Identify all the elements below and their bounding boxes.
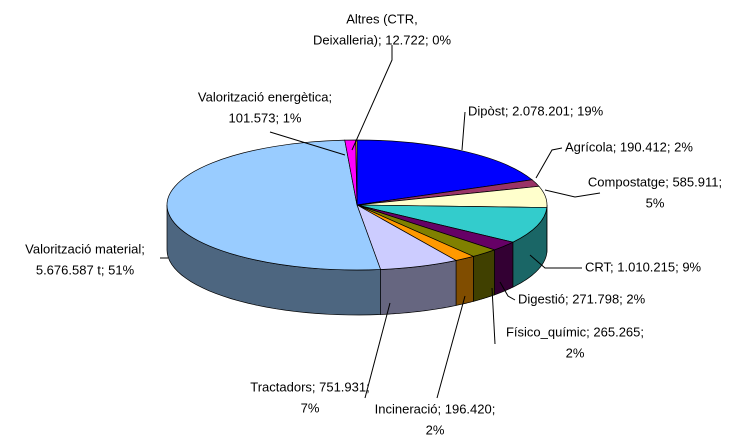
slice-side (473, 249, 495, 302)
data-label: 7% (301, 400, 320, 415)
slice (356, 139, 533, 206)
leader-line (529, 254, 582, 269)
data-label: Físico_químic; 265.265; (506, 324, 644, 339)
data-label: Altres (CTR, (346, 11, 418, 26)
leader-line (364, 302, 391, 399)
leader-line (269, 131, 346, 156)
data-label: Deixalleria); 12.722; 0% (313, 32, 451, 47)
data-label: 5% (646, 195, 665, 210)
data-label: Dipòst; 2.078.201; 19% (468, 103, 604, 118)
data-label: Compostatge; 585.911; (588, 174, 722, 189)
slice-side (494, 241, 514, 296)
leader-line (491, 287, 496, 345)
leader-line (461, 111, 466, 151)
leader-line (499, 281, 516, 301)
data-label: CRT; 1.010.215; 9% (585, 259, 702, 274)
data-label: 2% (566, 345, 585, 360)
slice (356, 204, 548, 243)
data-label: 2% (426, 422, 445, 436)
slice (166, 139, 382, 271)
data-label: Digestió; 271.798; 2% (518, 291, 646, 306)
data-label: 101.573; 1% (228, 110, 301, 125)
data-label: Agrícola; 190.412; 2% (565, 139, 693, 154)
data-label: 5.676.587 t; 51% (36, 262, 135, 277)
leader-line (436, 295, 466, 399)
leader-line (535, 147, 563, 179)
data-label: Incineració; 196.420; (375, 401, 496, 416)
leader-line (544, 189, 601, 198)
data-label: Valorització material; (25, 241, 145, 256)
data-label: Tractadors; 751.931; (250, 379, 369, 394)
data-label: Valorització energètica; (198, 89, 332, 104)
leader-line (351, 45, 393, 151)
